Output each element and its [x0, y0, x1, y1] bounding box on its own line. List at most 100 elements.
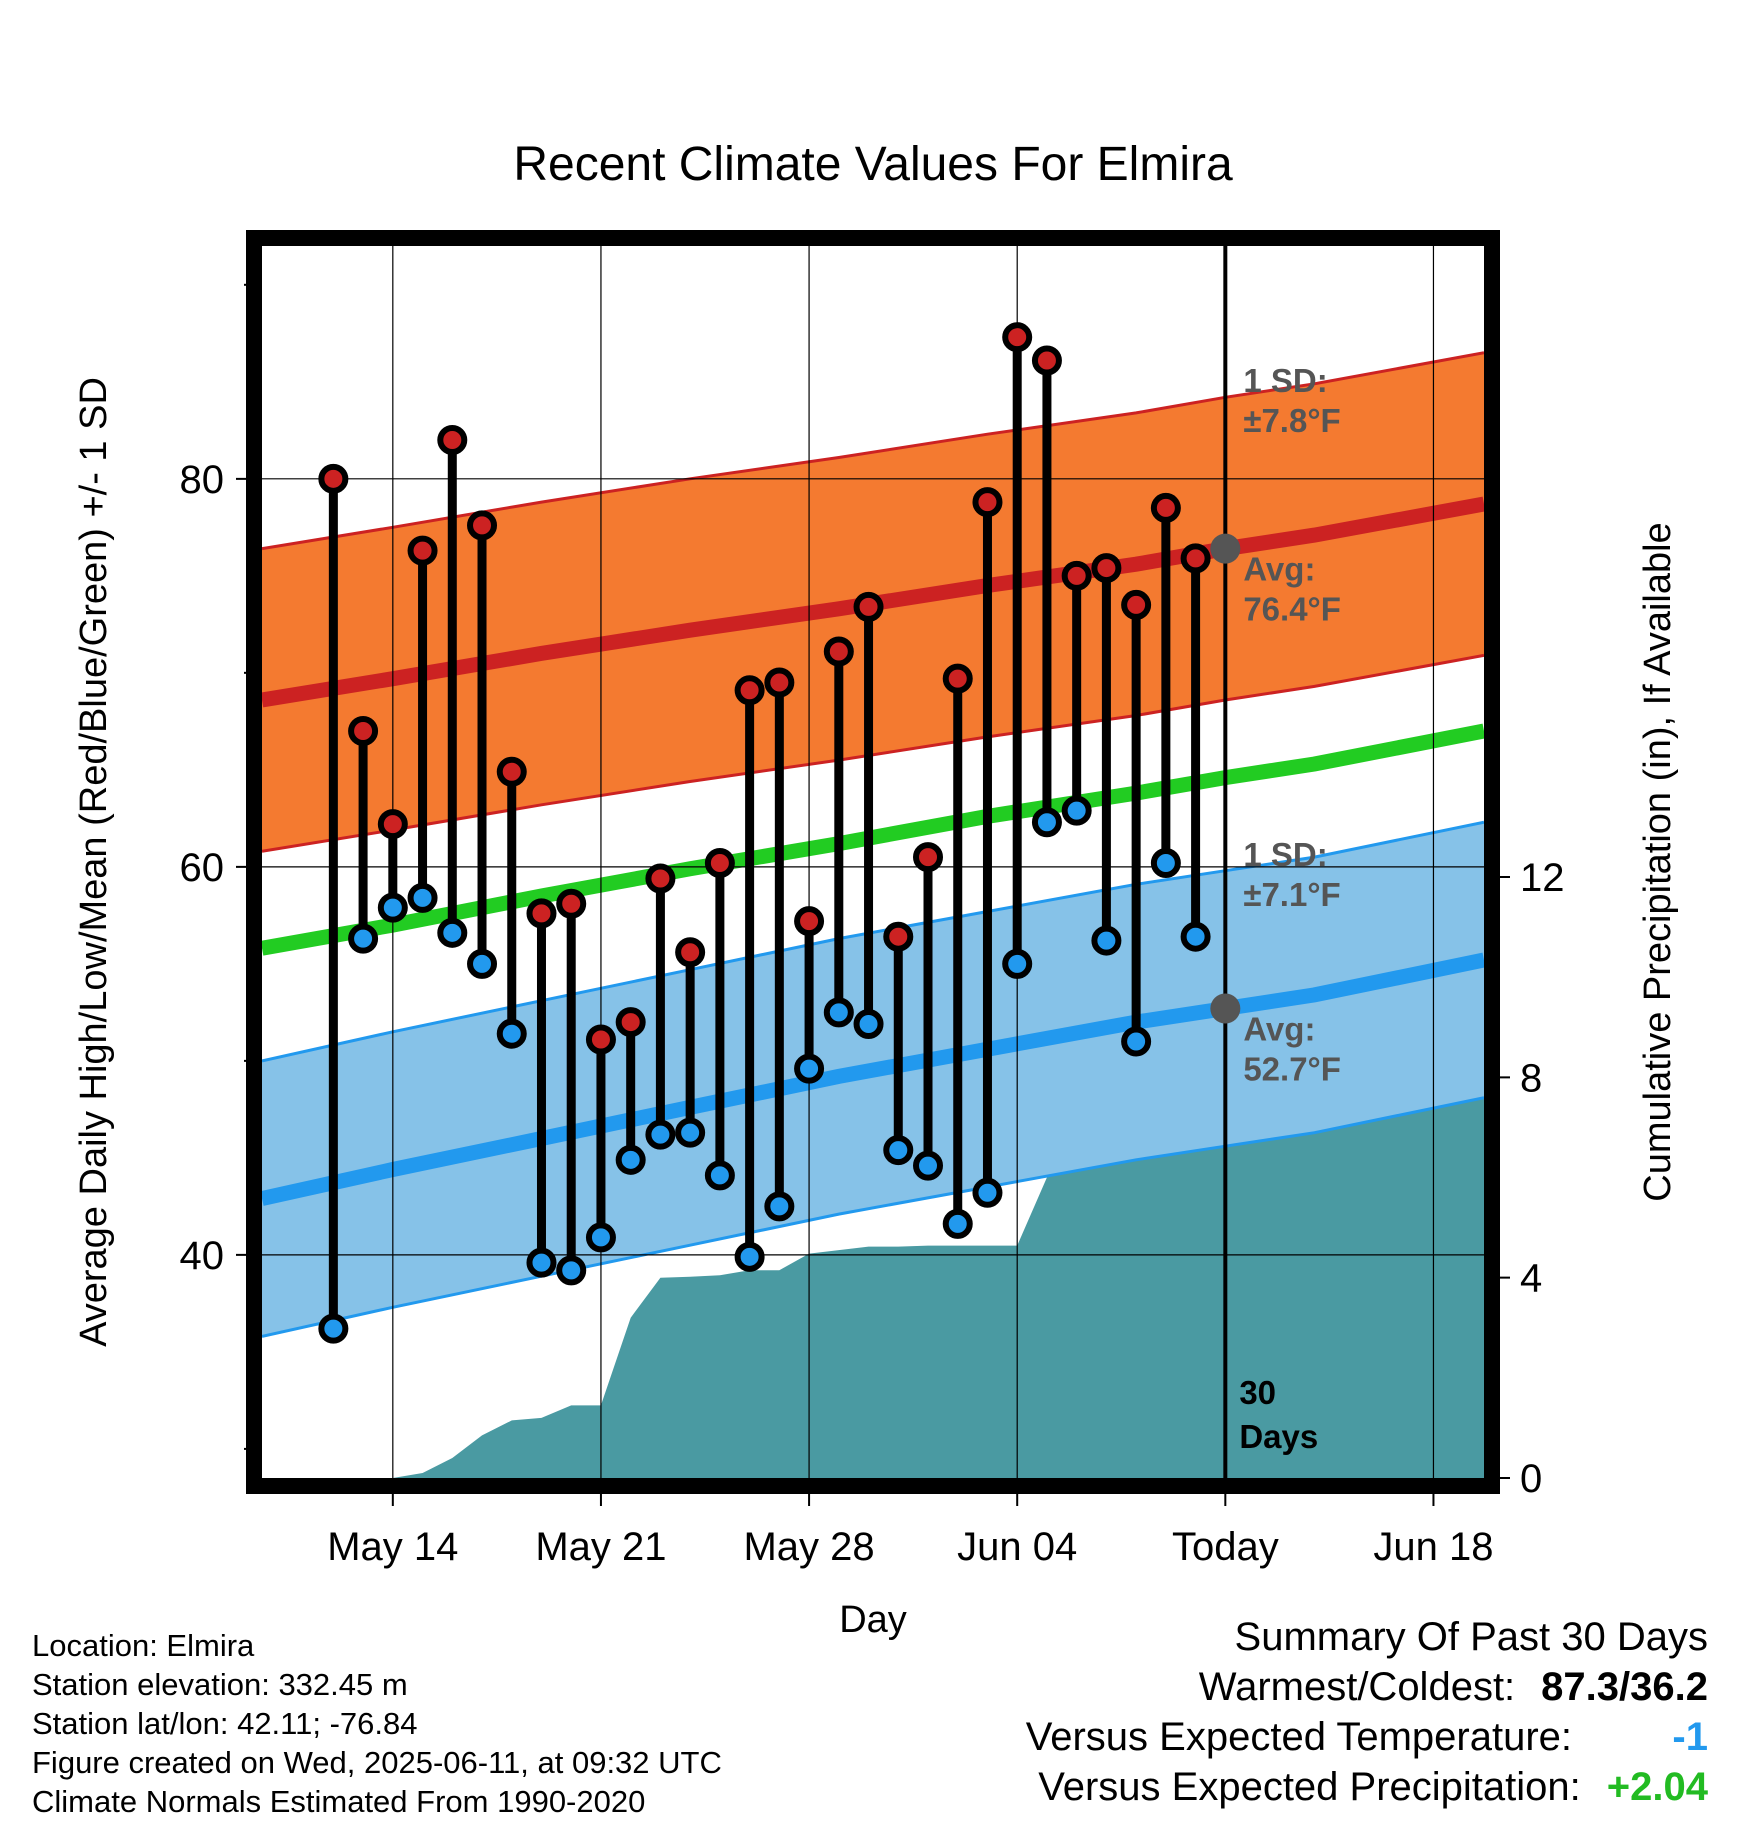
low-temp-point	[704, 1160, 735, 1191]
today-low-avg-marker	[1210, 993, 1241, 1024]
y-axis-label: Average Daily High/Low/Mean (Red/Blue/Gr…	[73, 377, 115, 1347]
high-sd-upper-edge	[262, 351, 1484, 551]
high-temp-point	[377, 809, 408, 840]
x-tick-label: May 21	[535, 1525, 666, 1569]
x-tick-label: May 14	[327, 1525, 458, 1569]
high-temp-point	[645, 863, 676, 894]
created-text: Figure created on Wed, 2025-06-11, at 09…	[32, 1745, 722, 1780]
high-avg-line	[262, 496, 1484, 708]
high-temp-point	[585, 1024, 616, 1055]
low-temp-point	[645, 1119, 676, 1150]
latlon-text: Station lat/lon: 42.11; -76.84	[32, 1706, 418, 1741]
low-temp-point	[913, 1150, 944, 1181]
low-temp-point	[1061, 795, 1092, 826]
low-sd-lower-edge	[262, 1096, 1484, 1338]
y2-axis-label: Cumulative Precipitation (in), If Availa…	[1637, 522, 1679, 1201]
high-temp-point	[942, 663, 973, 694]
low-temp-point	[1121, 1026, 1152, 1057]
high-temp-point	[734, 675, 765, 706]
y-tick-label: 80	[180, 458, 225, 502]
mean-avg-line	[262, 723, 1484, 956]
high-temp-point	[794, 906, 825, 937]
low-temp-point	[675, 1117, 706, 1148]
low-temp-point	[1150, 847, 1181, 878]
high-temp-point	[318, 463, 349, 494]
low-sd-value: ±7.1°F	[1243, 876, 1340, 913]
low-temp-point	[585, 1222, 616, 1253]
low-temp-point	[853, 1009, 884, 1040]
high-avg-label: Avg:	[1243, 551, 1315, 588]
station-info: Location: Elmira Station elevation: 332.…	[32, 1626, 722, 1821]
y-tick-label: 60	[180, 846, 225, 890]
x-tick-label: May 28	[743, 1525, 874, 1569]
low-avg-label: Avg:	[1243, 1010, 1315, 1047]
high-temp-point	[764, 667, 795, 698]
plot-frame	[246, 230, 1500, 1494]
high-temp-point	[526, 898, 557, 929]
low-temp-point	[1002, 948, 1033, 979]
low-temp-point	[437, 917, 468, 948]
high-temp-point	[823, 636, 854, 667]
today-high-avg-marker	[1210, 533, 1241, 564]
high-temp-point	[1180, 543, 1211, 574]
warm-cold-value: 87.3/36.2	[1541, 1665, 1708, 1709]
high-temp-point	[883, 921, 914, 952]
low-temp-point	[764, 1191, 795, 1222]
y-tick-label: 40	[180, 1234, 225, 1278]
high-temp-point	[704, 847, 735, 878]
x-tick-label: Jun 04	[957, 1525, 1077, 1569]
low-temp-point	[1031, 807, 1062, 838]
low-temp-point	[377, 892, 408, 923]
high-temp-point	[1091, 553, 1122, 584]
high-temp-point	[1150, 492, 1181, 523]
high-avg-value: 76.4°F	[1243, 591, 1341, 628]
period-label-unit: Days	[1239, 1418, 1318, 1455]
high-temp-point	[407, 535, 438, 566]
high-temp-point	[1061, 560, 1092, 591]
high-temp-point	[1002, 322, 1033, 353]
high-sd-value: ±7.8°F	[1243, 402, 1340, 439]
low-sd-upper-edge	[262, 820, 1484, 1063]
summary-panel: Summary Of Past 30 Days Warmest/Coldest:…	[1026, 1612, 1708, 1812]
low-temp-point	[942, 1208, 973, 1239]
high-temp-point	[348, 716, 379, 747]
summary-heading: Summary Of Past 30 Days	[1234, 1615, 1708, 1659]
elevation-text: Station elevation: 332.45 m	[32, 1667, 408, 1702]
low-temp-point	[407, 882, 438, 913]
low-temp-point	[348, 923, 379, 954]
low-temp-point	[526, 1247, 557, 1278]
precip-value: +2.04	[1606, 1765, 1708, 1809]
low-temp-point	[972, 1177, 1003, 1208]
high-sd-lower-edge	[262, 653, 1484, 853]
normals-text: Climate Normals Estimated From 1990-2020	[32, 1784, 646, 1819]
high-temp-point	[437, 425, 468, 456]
low-temp-point	[615, 1144, 646, 1175]
high-temp-point	[853, 591, 884, 622]
high-temp-point	[913, 842, 944, 873]
low-temp-point	[318, 1313, 349, 1344]
period-label-number: 30	[1239, 1374, 1276, 1411]
low-temp-point	[734, 1241, 765, 1272]
warm-cold-row: Warmest/Coldest: 87.3/36.2	[1026, 1662, 1708, 1712]
low-temp-point	[556, 1255, 587, 1286]
high-temp-point	[467, 510, 498, 541]
low-sd-label: 1 SD:	[1243, 836, 1327, 873]
temp-row: Versus Expected Temperature: -1	[1026, 1712, 1708, 1762]
low-temp-point	[1091, 925, 1122, 956]
high-temp-point	[675, 937, 706, 968]
low-avg-value: 52.7°F	[1243, 1050, 1341, 1087]
low-temp-point	[467, 948, 498, 979]
x-tick-label: Jun 18	[1373, 1525, 1493, 1569]
high-temp-point	[972, 487, 1003, 518]
y2-tick-label: 4	[1520, 1257, 1542, 1301]
temp-label: Versus Expected Temperature:	[1025, 1715, 1572, 1759]
high-temp-point	[496, 756, 527, 787]
low-avg-line	[262, 952, 1484, 1206]
low-temp-point	[496, 1018, 527, 1049]
low-temp-point	[823, 997, 854, 1028]
precip-label: Versus Expected Precipitation:	[1038, 1765, 1581, 1809]
high-temp-point	[615, 1007, 646, 1038]
x-axis-label: Day	[839, 1599, 907, 1641]
high-sd-label: 1 SD:	[1243, 362, 1327, 399]
